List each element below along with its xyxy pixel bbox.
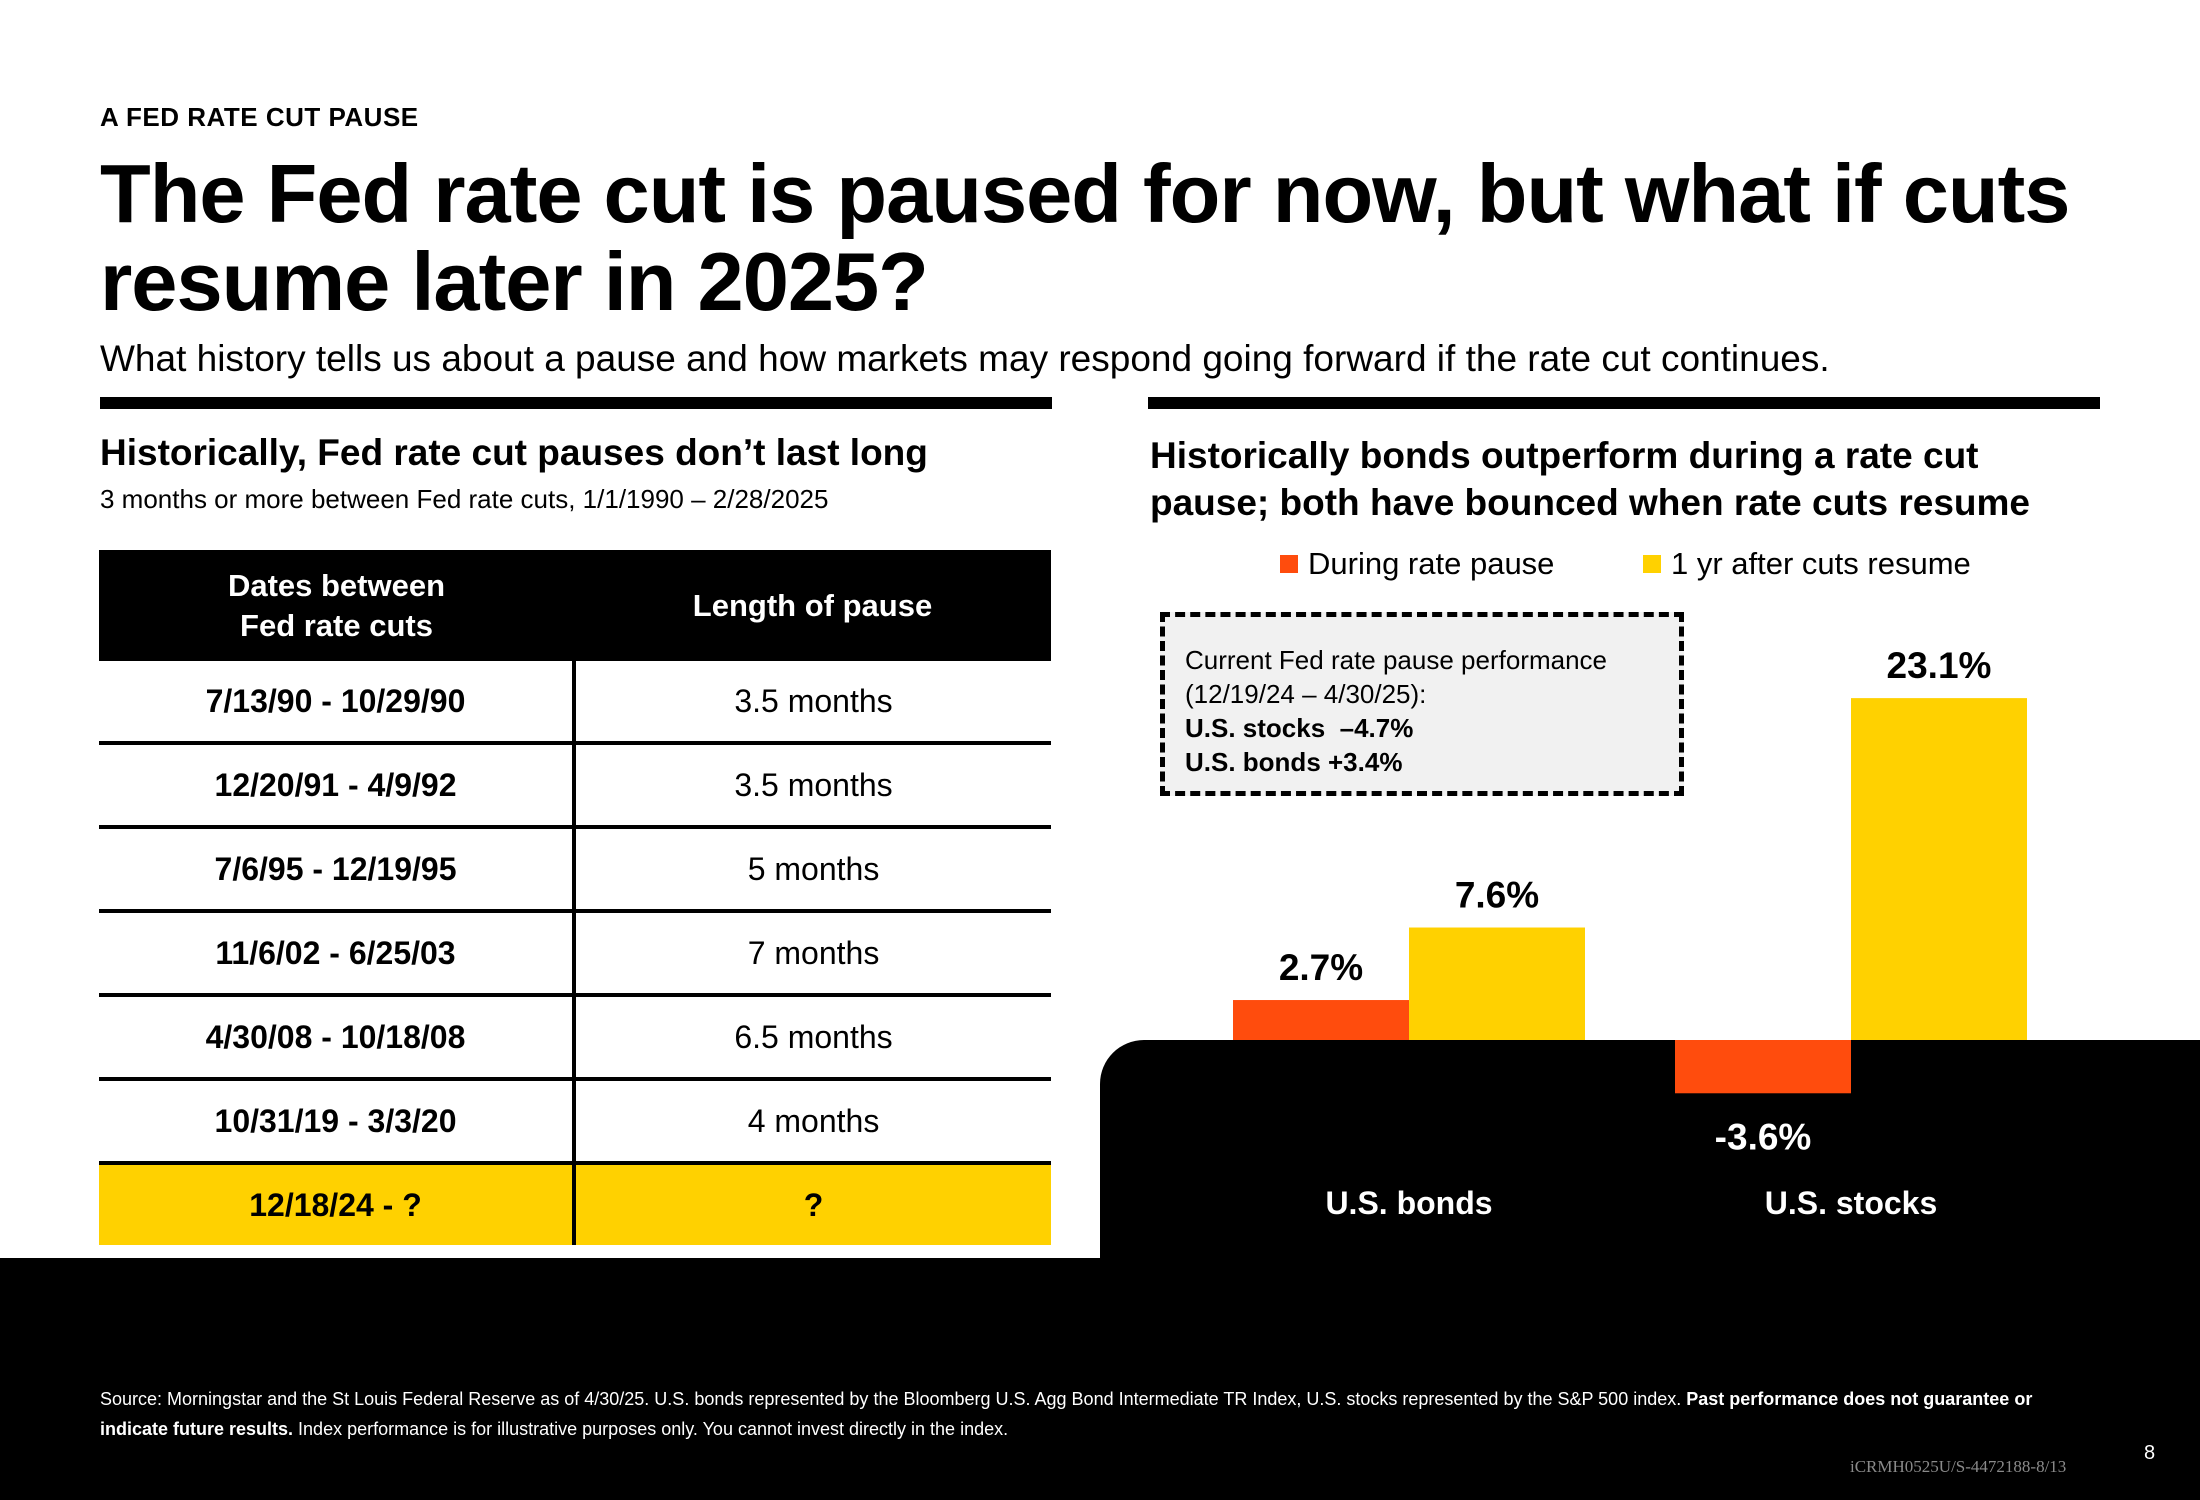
callout-line: (12/19/24 – 4/30/25):: [1185, 679, 1427, 709]
row-dates: 7/6/95 - 12/19/95: [99, 829, 576, 909]
source-disclaimer: Past performance does not guarantee or i…: [100, 1389, 2033, 1439]
eyebrow-label: A FED RATE CUT PAUSE: [100, 102, 419, 132]
row-length: ?: [803, 1186, 824, 1223]
row-length: 5 months: [747, 850, 880, 887]
source-text: Source: Morningstar and the St Louis Fed…: [100, 1389, 1687, 1409]
row-length: 3.5 months: [734, 682, 893, 719]
row-length: 6.5 months: [734, 1018, 893, 1055]
row-dates: 10/31/19 - 3/3/20: [99, 1081, 576, 1161]
table-row: 11/6/02 - 6/25/03 7 months: [99, 913, 1051, 997]
source-text-end: Index performance is for illustrative pu…: [293, 1419, 1009, 1439]
category-label: U.S. stocks: [1765, 1185, 1938, 1221]
callout-bonds: U.S. bonds +3.4%: [1185, 747, 1403, 777]
table-row-current: 12/18/24 - ? ?: [99, 1165, 1051, 1245]
row-dates: 12/18/24 - ?: [99, 1165, 576, 1245]
data-label: 2.7%: [1279, 947, 1363, 988]
chart-heading: Historically bonds outperform during a r…: [1150, 435, 2030, 523]
table-row: 10/31/19 - 3/3/20 4 months: [99, 1081, 1051, 1165]
table-subheading: 3 months or more between Fed rate cuts, …: [100, 484, 829, 514]
row-dates: 11/6/02 - 6/25/03: [99, 913, 576, 993]
footer-band: [0, 1258, 2200, 1500]
header-dates-line2: Fed rate cuts: [240, 607, 433, 643]
row-length: 4 months: [747, 1102, 880, 1139]
row-dates: 4/30/08 - 10/18/08: [99, 997, 576, 1077]
callout-line: Current Fed rate pause performance: [1185, 645, 1607, 675]
data-label: 7.6%: [1455, 875, 1539, 916]
left-divider: [100, 397, 1052, 409]
right-divider: [1148, 397, 2100, 409]
document-code: iCRMH0525U/S-4472188-8/13: [1850, 1457, 2067, 1476]
header-dates: Dates between Fed rate cuts: [99, 550, 574, 661]
legend-swatch: [1643, 555, 1661, 573]
row-length: 7 months: [747, 934, 880, 971]
table-row: 4/30/08 - 10/18/08 6.5 months: [99, 997, 1051, 1081]
bar-0-1: [1675, 1040, 1851, 1094]
category-label: U.S. bonds: [1325, 1185, 1492, 1221]
table-header: Dates between Fed rate cuts Length of pau…: [99, 550, 1051, 661]
chart-baseline-panel: [1100, 1040, 2200, 1270]
data-label: -3.6%: [1715, 1116, 1812, 1157]
table-row: 7/6/95 - 12/19/95 5 months: [99, 829, 1051, 913]
table-row: 7/13/90 - 10/29/90 3.5 months: [99, 661, 1051, 745]
row-dates: 12/20/91 - 4/9/92: [99, 745, 576, 825]
bar-0-0: [1233, 1000, 1409, 1040]
row-dates: 7/13/90 - 10/29/90: [99, 661, 576, 741]
page-subtitle: What history tells us about a pause and …: [100, 338, 1830, 379]
legend-swatch: [1280, 555, 1298, 573]
table-heading: Historically, Fed rate cut pauses don’t …: [100, 432, 928, 473]
page-title: The Fed rate cut is paused for now, but …: [100, 147, 2070, 328]
data-label: 23.1%: [1887, 645, 1992, 686]
header-dates-line1: Dates between: [227, 567, 446, 603]
legend-label: During rate pause: [1308, 546, 1554, 581]
pause-table: Dates between Fed rate cuts Length of pau…: [99, 550, 1051, 1245]
bar-1-0: [1409, 927, 1585, 1040]
table-row: 12/20/91 - 4/9/92 3.5 months: [99, 745, 1051, 829]
bar-1-1: [1851, 698, 2027, 1040]
row-length: 3.5 months: [734, 766, 893, 803]
callout-stocks: U.S. stocks –4.7%: [1185, 713, 1414, 743]
current-pause-callout: Current Fed rate pause performance (12/1…: [1160, 612, 1684, 796]
page-number: 8: [2144, 1442, 2156, 1464]
header-length: Length of pause: [692, 587, 933, 623]
legend-label: 1 yr after cuts resume: [1671, 546, 1971, 581]
source-note: Source: Morningstar and the St Louis Fed…: [100, 1384, 2080, 1444]
